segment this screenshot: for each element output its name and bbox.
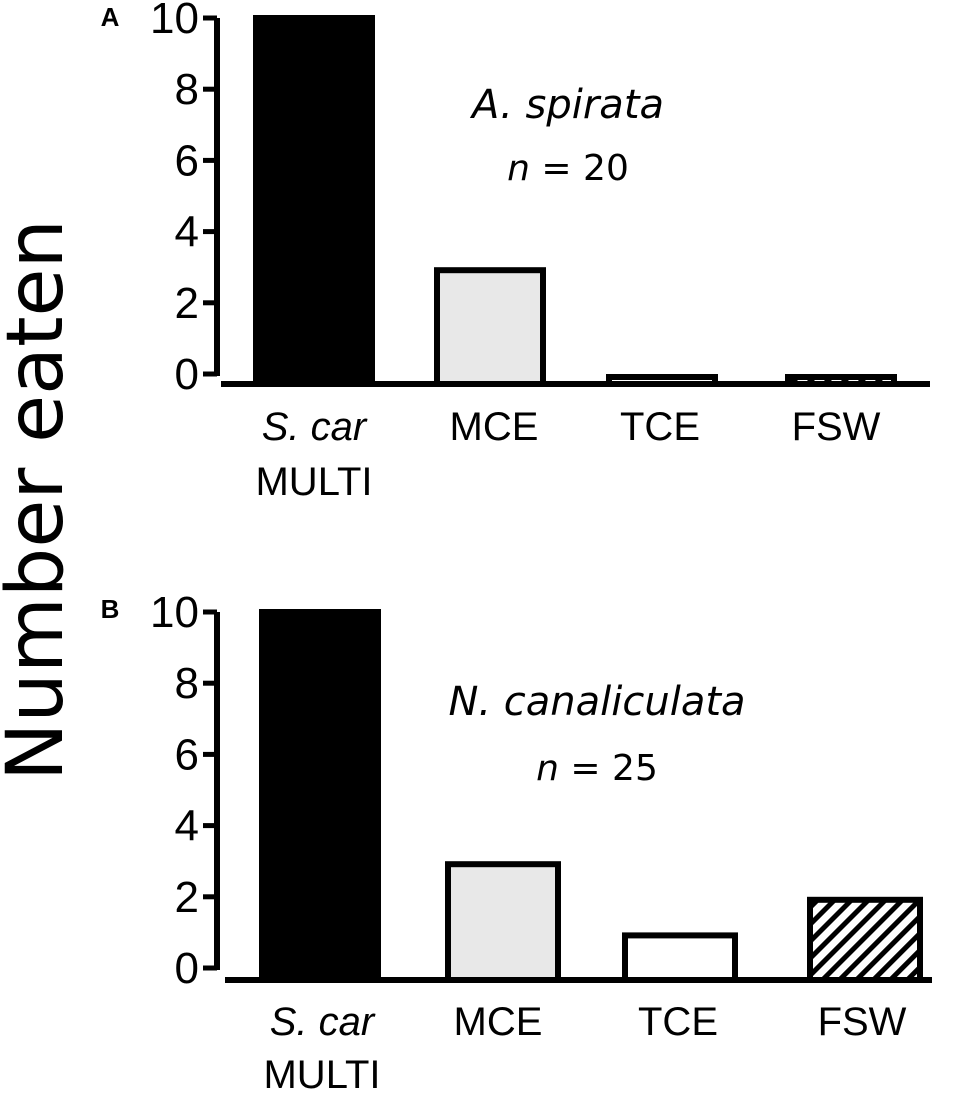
sample-size-n: n — [507, 148, 530, 189]
y-tick-label: 10 — [150, 0, 199, 43]
bar-b-2 — [622, 932, 738, 984]
x-tick-label: S. car — [270, 1000, 376, 1044]
panel-b: 0 2 4 6 8 10 S. car MULTI MCE TCE FSW B N. canalicul… — [101, 588, 932, 1097]
x-tick-label: FSW — [792, 405, 881, 449]
x-tick-label-line2: MULTI — [255, 460, 372, 504]
x-tick-label: MCE — [450, 405, 539, 449]
y-tick-label: 2 — [175, 873, 199, 922]
y-tick-label: 10 — [150, 588, 199, 637]
x-tick-label: FSW — [818, 1000, 907, 1044]
panels: 0 2 4 6 8 10 S. car MULTI MCE TCE FSW A A. spirata n … — [101, 0, 932, 1097]
bar-b-3 — [807, 896, 923, 983]
bar-a-0 — [253, 15, 375, 384]
y-tick-label: 6 — [175, 136, 199, 185]
sample-size-n: n — [536, 748, 559, 789]
y-tick-label: 6 — [175, 730, 199, 779]
species-annotation: A. spirata — [469, 82, 664, 128]
bar-b-1 — [445, 861, 561, 984]
sample-size-annotation: n = 20 — [507, 148, 629, 189]
y-tick-label: 4 — [175, 208, 199, 257]
x-tick-label-line2: MULTI — [263, 1053, 380, 1097]
panel-a: 0 2 4 6 8 10 S. car MULTI MCE TCE FSW A A. spirata n … — [101, 0, 930, 504]
bar-a-1 — [434, 267, 546, 388]
y-tick-label: 4 — [175, 802, 199, 851]
x-tick-label: MCE — [454, 1000, 543, 1044]
y-tick-label: 2 — [175, 279, 199, 328]
x-tick-label: TCE — [620, 405, 700, 449]
y-tick-label: 8 — [175, 659, 199, 708]
species-annotation: N. canaliculata — [448, 679, 745, 725]
panel-letter: B — [101, 594, 120, 624]
y-tick-label: 0 — [175, 944, 199, 993]
y-tick-label: 0 — [175, 350, 199, 399]
x-tick-label: S. car — [262, 405, 368, 449]
y-tick-label: 8 — [175, 65, 199, 114]
sample-size-value: = 20 — [530, 148, 629, 189]
y-axis-title: Number eaten — [0, 219, 81, 781]
bar-b-0 — [259, 609, 381, 980]
sample-size-annotation: n = 25 — [536, 748, 658, 789]
x-tick-label: TCE — [638, 1000, 718, 1044]
panel-letter: A — [101, 2, 120, 32]
sample-size-value: = 25 — [559, 748, 658, 789]
